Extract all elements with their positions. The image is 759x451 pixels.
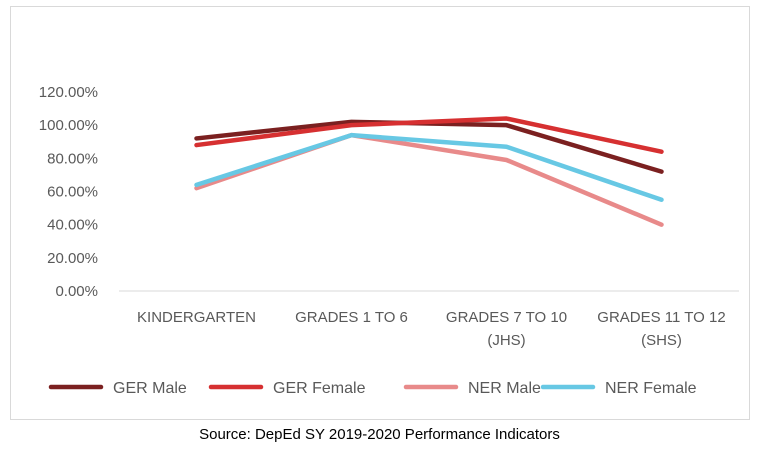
legend-label: NER Male (468, 380, 541, 397)
y-tick-label: 0.00% (55, 283, 98, 300)
y-tick-label: 20.00% (47, 250, 98, 267)
y-tick-label: 100.00% (39, 117, 98, 134)
source-note: Source: DepEd SY 2019-2020 Performance I… (199, 426, 560, 443)
x-tick-label: GRADES 7 TO 10 (446, 309, 567, 326)
y-tick-label: 80.00% (47, 150, 98, 167)
legend-label: GER Male (113, 380, 187, 397)
line-chart: 0.00% 20.00% 40.00% 60.00% 80.00% 100.00% 120.… (39, 84, 739, 397)
legend-label: NER Female (605, 380, 697, 397)
x-tick-label: (JHS) (487, 332, 525, 349)
series-line-ner-female (194, 132, 664, 203)
y-tick-label: 120.00% (39, 84, 98, 101)
chart-frame: 0.00% 20.00% 40.00% 60.00% 80.00% 100.00% 120.… (10, 6, 750, 420)
x-tick-label: GRADES 1 TO 6 (295, 309, 408, 326)
x-tick-label: KINDERGARTEN (137, 309, 256, 326)
series-line-ger-female (194, 116, 664, 154)
y-tick-label: 60.00% (47, 184, 98, 201)
y-tick-label: 40.00% (47, 217, 98, 234)
x-tick-label: GRADES 11 TO 12 (597, 309, 725, 326)
legend-label: GER Female (273, 380, 366, 397)
x-tick-label: (SHS) (641, 332, 682, 349)
